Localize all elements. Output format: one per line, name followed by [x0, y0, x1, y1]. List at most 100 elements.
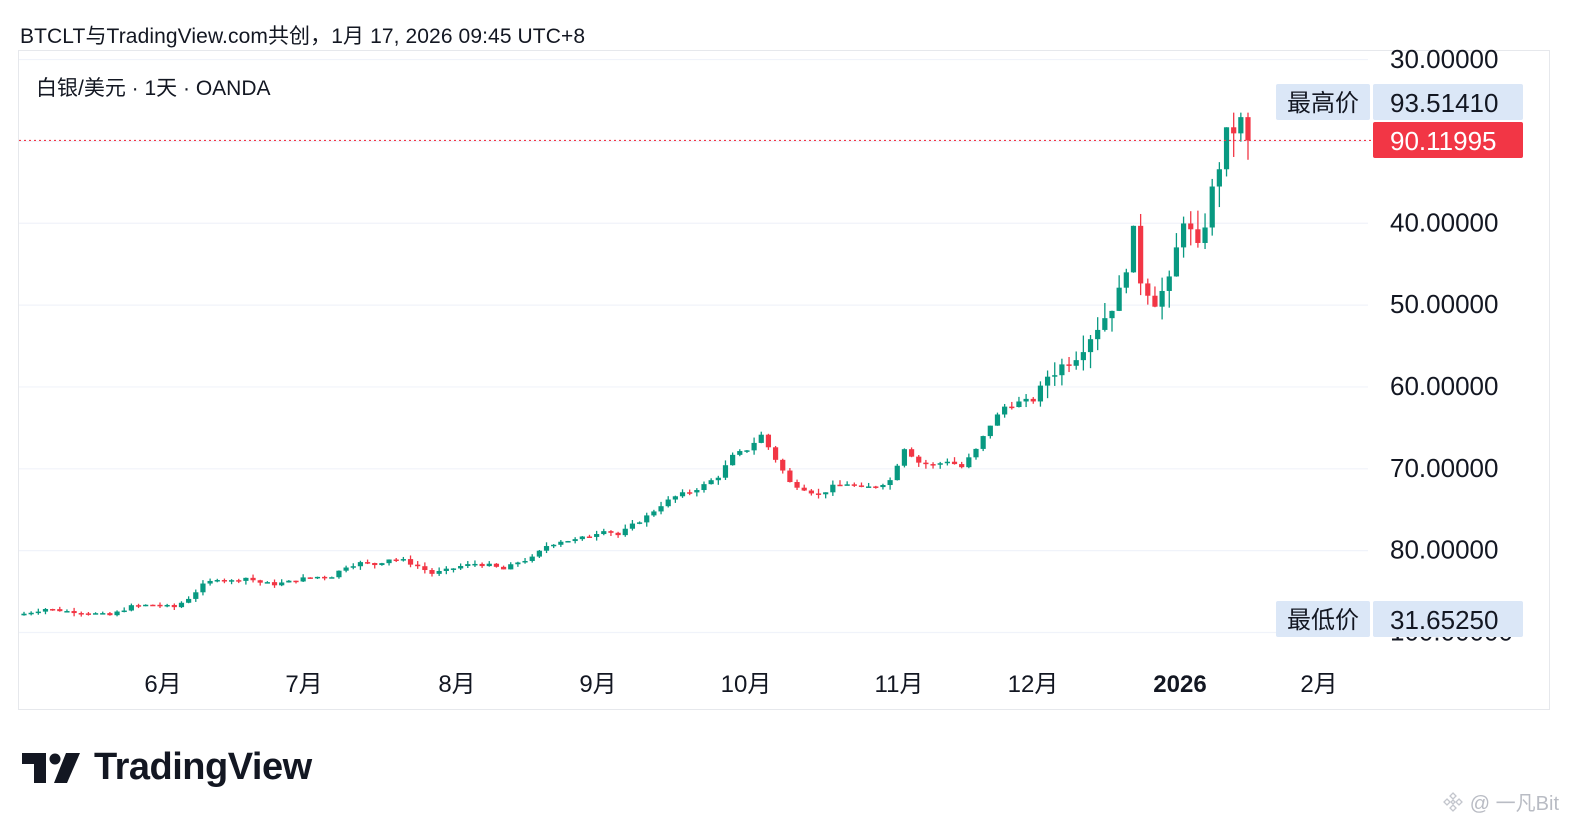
candle-body	[851, 484, 857, 486]
price-markers: 最高价 93.51410 90.11995 最低价 31.65250	[1276, 84, 1523, 637]
candle-body	[279, 582, 285, 586]
time-tick-label: 2月	[1300, 671, 1337, 698]
candle-body	[815, 493, 822, 495]
price-tick-label: 50.00000	[1390, 289, 1498, 319]
candle-body	[186, 598, 192, 603]
candle-body	[994, 414, 1001, 426]
candle-body	[880, 485, 886, 488]
candle-body	[1180, 223, 1187, 248]
candle-body	[629, 523, 636, 529]
candle-body	[264, 582, 270, 584]
candle-body	[672, 496, 678, 500]
lowest-price-label: 最低价	[1287, 607, 1359, 634]
candle-body	[300, 577, 306, 582]
candle-body	[479, 563, 485, 567]
candle-body	[1080, 352, 1086, 361]
candle-body	[1166, 276, 1172, 291]
candle-body	[1173, 247, 1180, 277]
candle-body	[901, 449, 908, 466]
candle-body	[128, 605, 134, 611]
lowest-price-value-bg	[1373, 601, 1523, 637]
candle-body	[551, 544, 557, 547]
candle-body	[1044, 376, 1051, 386]
brand-name: TradingView	[94, 746, 312, 788]
candle-body	[1195, 229, 1201, 243]
candle-body	[1052, 375, 1058, 377]
candle-body	[364, 562, 371, 564]
candle-body	[1138, 225, 1144, 284]
candle-body	[866, 486, 872, 488]
candle-body	[1030, 398, 1036, 402]
candle-body	[164, 604, 170, 607]
candle-body	[858, 485, 865, 487]
price-tick-label: 30.00000	[1390, 44, 1498, 74]
time-axis: 6月 7月 8月 9月 10月 11月 12月 2026 2月	[144, 671, 1337, 698]
candle-body	[873, 486, 879, 488]
candle-body	[1059, 364, 1065, 376]
candle-body	[429, 570, 435, 574]
candle-body	[71, 611, 77, 614]
candle-body	[415, 564, 421, 567]
candle-body	[157, 604, 163, 607]
candle-body	[393, 559, 399, 562]
last-price-value-bg	[1373, 122, 1523, 158]
candle-body	[271, 582, 278, 586]
candle-body	[823, 492, 829, 495]
candle-body	[1238, 117, 1244, 134]
candle-body	[1109, 310, 1115, 319]
candle-body	[171, 604, 177, 608]
candle-body	[443, 568, 449, 571]
candle-body	[286, 580, 292, 583]
candle-body	[100, 613, 106, 615]
candle-body	[35, 611, 41, 614]
symbol-label[interactable]: 白银/美元 · 1天 · OANDA	[36, 77, 271, 100]
candle-body	[508, 564, 514, 570]
candle-body	[307, 577, 313, 579]
candle-body	[293, 580, 299, 583]
candle-body	[687, 492, 693, 494]
candle-body	[772, 447, 779, 460]
candle-body	[594, 534, 600, 537]
candle-body	[236, 580, 242, 582]
candle-body	[436, 570, 442, 574]
grid-lines	[19, 58, 1368, 634]
candle-body	[572, 539, 578, 542]
candle-body	[257, 580, 263, 583]
candle-body	[715, 477, 721, 481]
time-tick-label: 11月	[875, 671, 924, 698]
chart-frame[interactable]	[18, 50, 1550, 710]
candle-body	[923, 462, 929, 465]
candle-body	[1159, 290, 1165, 307]
candle-body	[486, 563, 492, 567]
candle-body	[565, 541, 571, 543]
candle-body	[765, 434, 772, 448]
candle-body	[608, 531, 614, 533]
time-tick-label: 9月	[579, 671, 616, 698]
lowest-price-label-bg	[1276, 601, 1370, 637]
time-tick-label: 8月	[438, 671, 475, 698]
candle-body	[314, 576, 321, 579]
candles	[21, 112, 1251, 617]
candle-body	[64, 611, 70, 613]
candle-body	[1245, 117, 1251, 141]
candle-body	[343, 567, 349, 571]
price-tick-label: 70.00000	[1390, 453, 1498, 483]
candle-body	[350, 566, 356, 568]
highest-price-label: 最高价	[1287, 90, 1359, 117]
watermark-text: @ 一凡Bit	[1469, 793, 1559, 815]
candle-body	[107, 613, 113, 616]
binance-icon	[1442, 791, 1463, 812]
brand[interactable]: TradingView	[22, 746, 312, 789]
candle-body	[801, 487, 807, 491]
candle-body	[422, 566, 428, 571]
candle-body	[601, 531, 607, 535]
candle-body	[558, 541, 564, 545]
candle-body	[1116, 287, 1122, 311]
last-price-value: 90.11995	[1390, 126, 1497, 156]
candle-body	[143, 604, 149, 607]
candlestick-chart[interactable]: 100.0000080.0000070.0000060.0000050.0000…	[0, 0, 1573, 720]
candle-body	[1152, 295, 1158, 307]
candle-body	[701, 484, 707, 491]
candle-body	[951, 461, 958, 465]
candle-body	[379, 563, 385, 566]
